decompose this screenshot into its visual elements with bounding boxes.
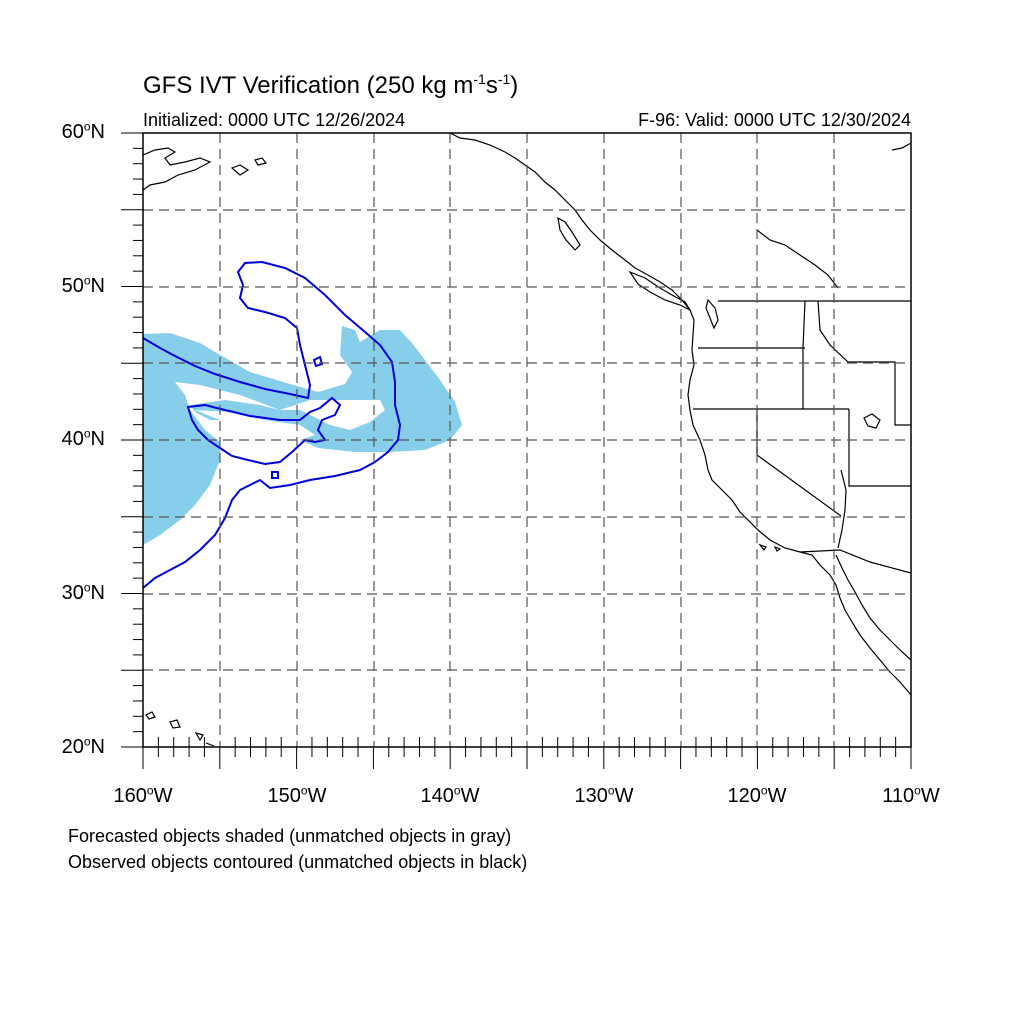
map-title: GFS IVT Verification (250 kg m-1s-1) [143,71,519,99]
colorado-river [837,469,847,549]
axis-ticks [121,132,912,769]
coastlines [143,133,911,747]
lon-label: 110oW [882,783,940,807]
lon-label: 120oW [727,783,787,807]
canada-interior-lakes [756,142,911,289]
initialized-time: Initialized: 0000 UTC 12/26/2024 [143,110,406,130]
alaska-islands [230,157,268,176]
baja-coast [835,554,911,661]
state-borders [693,300,911,517]
puget-sound [705,298,719,330]
haida-gwaii [557,216,581,251]
vancouver-island [628,270,692,312]
lat-label: 30oN [61,580,105,604]
lon-label: 150oW [267,783,327,807]
alaska-coast [143,147,212,191]
lat-label: 60oN [61,119,105,143]
observed-small-blob [312,355,324,368]
observed-dot [271,471,279,479]
bc-coast [449,133,695,351]
lat-label: 40oN [61,426,105,450]
lat-label: 50oN [61,273,105,297]
forecast-object-shading [143,326,462,545]
us-west-coast [687,349,911,696]
valid-time: F-96: Valid: 0000 UTC 12/30/2024 [638,110,911,130]
lat-label: 20oN [61,734,105,758]
lon-label: 160oW [113,783,173,807]
legend-note-forecast: Forecasted objects shaded (unmatched obj… [68,826,512,846]
us-mexico-border [799,549,911,574]
great-salt-lake [863,413,881,429]
lon-label: 130oW [574,783,634,807]
observed-inner-contour [186,396,342,466]
legend-note-observed: Observed objects contoured (unmatched ob… [68,852,528,872]
hawaii [145,711,215,747]
forecast-object-hole [195,410,315,440]
grid-lines [143,133,911,747]
observed-object-outline [143,260,402,589]
channel-islands [758,543,782,552]
lon-label: 140oW [420,783,480,807]
observed-contours [143,260,402,589]
